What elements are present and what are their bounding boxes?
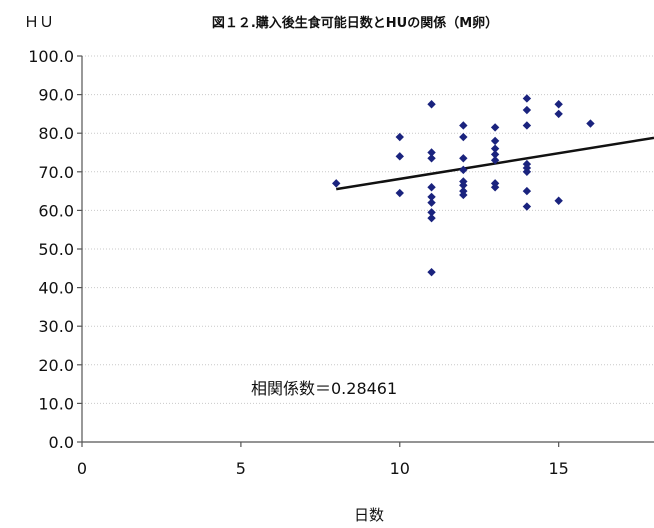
data-point (522, 186, 532, 196)
data-point (427, 154, 436, 163)
data-point (490, 150, 500, 159)
gridlines (82, 55, 654, 404)
correlation-annotation: 相関係数＝0.28461 (251, 379, 397, 398)
data-point (427, 198, 436, 207)
y-tick-label: 10.0 (38, 394, 74, 413)
x-tick-label: 10 (390, 459, 410, 478)
data-point (459, 132, 468, 142)
y-axis-title: ＨＵ (24, 13, 54, 31)
y-tick-label: 0.0 (49, 433, 74, 452)
y-tick-label: 70.0 (38, 163, 74, 182)
data-point (554, 196, 563, 205)
data-point (395, 188, 404, 198)
data-point (490, 136, 500, 146)
data-point (459, 190, 468, 200)
y-tick-label: 50.0 (38, 240, 74, 259)
data-point (427, 192, 436, 202)
x-axis-title: 日数 (354, 506, 384, 524)
y-tick-label: 60.0 (38, 201, 74, 220)
tick-labels: 0.0 10.0 20.0 30.0 40.0 50.0 60.0 70.0 80.0 90.0 1… (28, 47, 569, 478)
data-point (459, 181, 468, 190)
data-point (332, 179, 341, 188)
y-tick-label: 90.0 (38, 86, 74, 105)
x-tick-label: 15 (548, 459, 568, 478)
data-point (554, 109, 563, 119)
data-point (522, 202, 532, 211)
data-point (427, 213, 436, 223)
data-point (522, 167, 532, 176)
data-point (427, 267, 436, 277)
data-point (395, 132, 404, 142)
data-point (395, 152, 404, 161)
data-point (490, 183, 500, 192)
data-point (522, 121, 532, 130)
data-point (586, 119, 595, 128)
data-point (490, 123, 500, 132)
y-tick-label: 40.0 (38, 279, 74, 298)
data-points (332, 94, 595, 277)
data-point (427, 183, 436, 192)
chart-title: 図１２.購入後生食可能日数とHUの関係（M卵） (212, 15, 498, 31)
y-tick-label: 100.0 (28, 47, 74, 66)
data-point (427, 148, 436, 157)
x-tick-label: 0 (77, 459, 87, 478)
data-point (554, 100, 563, 109)
data-point (490, 144, 500, 153)
data-point (427, 208, 436, 217)
data-point (522, 94, 532, 103)
data-point (459, 121, 468, 130)
y-tick-label: 30.0 (38, 317, 74, 336)
data-point (427, 100, 436, 109)
data-point (490, 156, 500, 165)
data-point (522, 105, 532, 115)
data-point (459, 165, 468, 175)
y-tick-label: 80.0 (38, 124, 74, 143)
y-tick-label: 20.0 (38, 356, 74, 375)
x-tick-label: 5 (236, 459, 246, 478)
data-point (459, 154, 468, 163)
